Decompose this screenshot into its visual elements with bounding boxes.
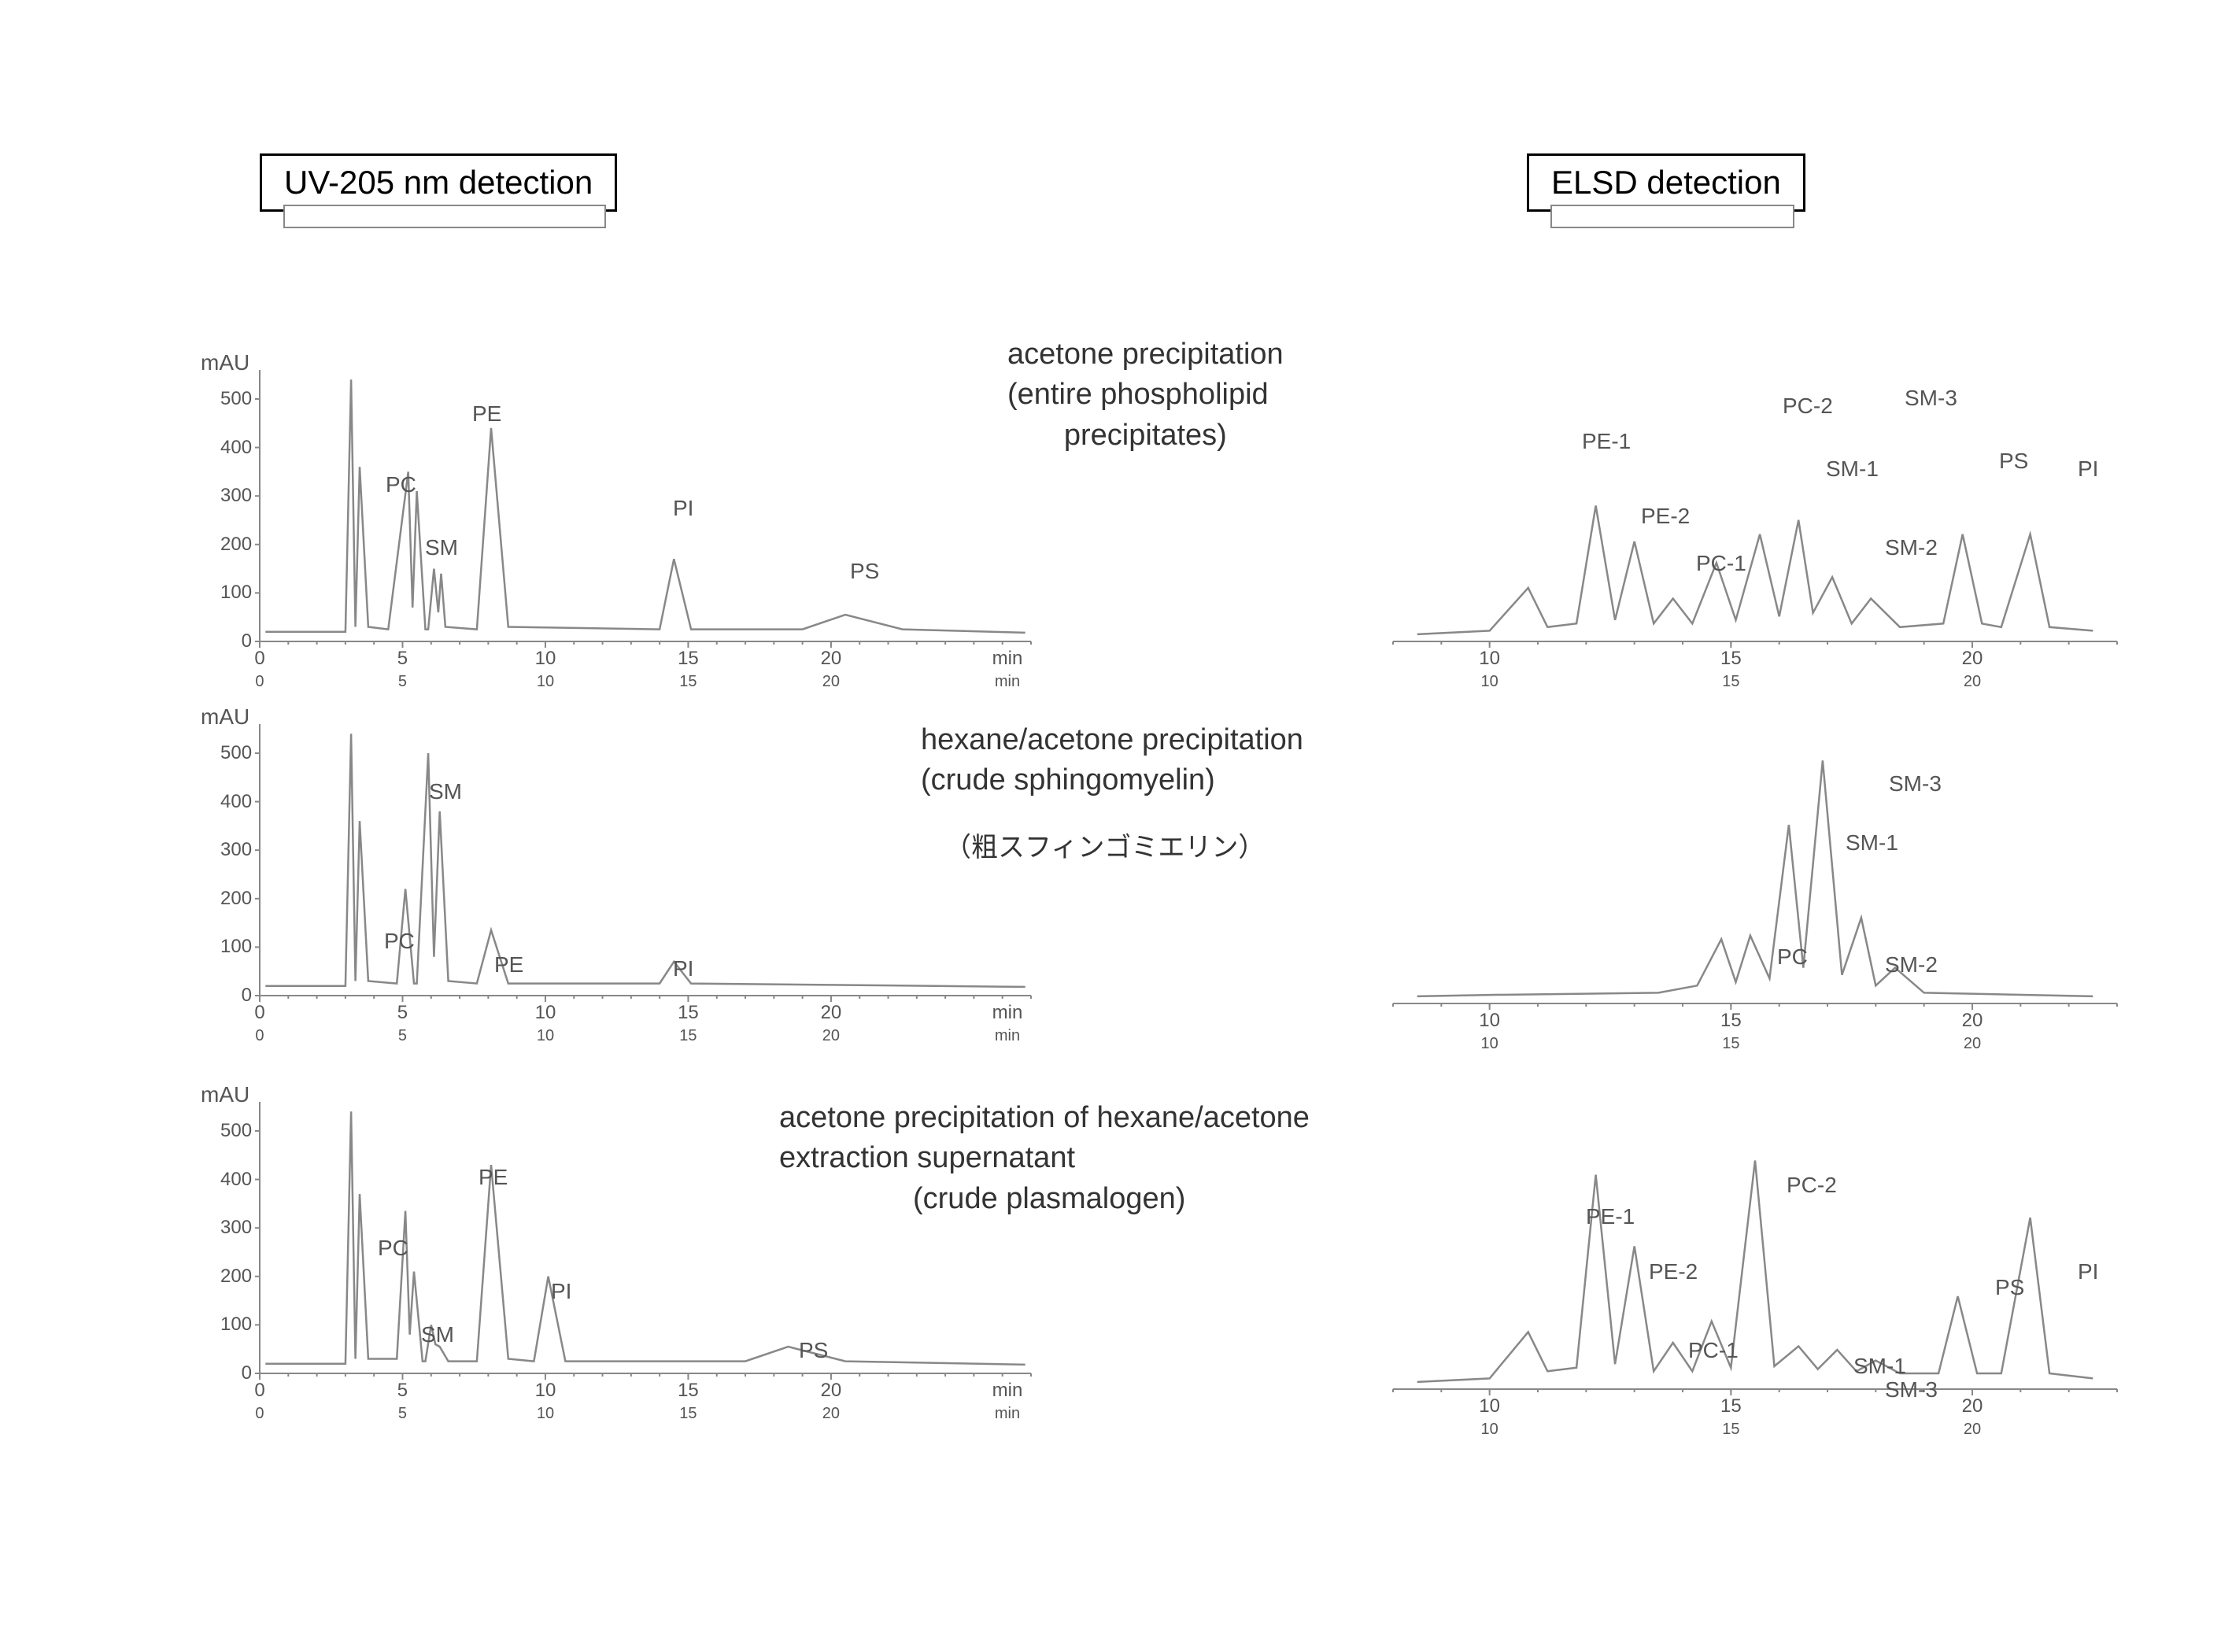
- ytick-label: 100: [220, 582, 252, 604]
- ytick-label: 400: [220, 791, 252, 813]
- ytick-label: 300: [220, 485, 252, 507]
- ytick-label: 200: [220, 1266, 252, 1288]
- peak-label-sm: SM: [425, 535, 458, 560]
- peak-label-pe-1: PE-1: [1582, 429, 1631, 454]
- peak-label-ps: PS: [850, 559, 879, 584]
- peak-label-sm-3: SM-3: [1905, 386, 1957, 411]
- chromatogram-trace: [1417, 1161, 2093, 1382]
- caption-row1-l2: (entire phospholipid: [1007, 375, 1284, 415]
- peak-label-pc-1: PC-1: [1688, 1338, 1739, 1363]
- peak-label-sm: SM: [429, 779, 462, 804]
- elsd-chart-1: [1393, 370, 2117, 685]
- peak-label-pi: PI: [2078, 456, 2098, 482]
- y-axis-label: mAU: [201, 1082, 249, 1107]
- peak-label-pc-1: PC-1: [1696, 551, 1746, 576]
- ytick-label: 200: [220, 888, 252, 910]
- header-right-label: ELSD detection: [1551, 164, 1781, 201]
- uv-chart-3: [260, 1102, 1031, 1417]
- uv-chart-1: [260, 370, 1031, 685]
- ytick-label: 0: [220, 1362, 252, 1384]
- peak-label-pc: PC: [1777, 944, 1808, 970]
- header-left-label: UV-205 nm detection: [284, 164, 593, 201]
- ytick-label: 200: [220, 534, 252, 556]
- chromatogram-trace: [1417, 506, 2093, 634]
- ytick-label: 300: [220, 1217, 252, 1239]
- caption-row1-l1: acetone precipitation: [1007, 334, 1284, 375]
- peak-label-sm-1: SM-1: [1853, 1354, 1906, 1379]
- caption-row1: acetone precipitation (entire phospholip…: [1007, 334, 1284, 456]
- peak-label-sm-2: SM-2: [1885, 535, 1938, 560]
- peak-label-pc-2: PC-2: [1783, 394, 1833, 419]
- peak-label-pe: PE: [472, 401, 501, 427]
- peak-label-pi: PI: [673, 496, 693, 521]
- ytick-label: 100: [220, 1314, 252, 1336]
- ytick-label: 400: [220, 437, 252, 459]
- peak-label-sm-2: SM-2: [1885, 952, 1938, 978]
- ytick-label: 400: [220, 1169, 252, 1191]
- ytick-label: 500: [220, 1120, 252, 1142]
- peak-label-ps: PS: [1995, 1275, 2024, 1300]
- peak-label-sm-1: SM-1: [1846, 830, 1898, 856]
- ytick-label: 500: [220, 742, 252, 764]
- header-right: ELSD detection: [1527, 153, 1805, 212]
- peak-label-pc: PC: [384, 929, 415, 954]
- peak-label-sm-3: SM-3: [1889, 771, 1942, 796]
- chromatogram-trace: [1417, 760, 2093, 996]
- peak-label-pe: PE: [494, 952, 523, 978]
- peak-label-sm-1: SM-1: [1826, 456, 1879, 482]
- header-left-tab: [283, 205, 606, 228]
- y-axis-label: mAU: [201, 704, 249, 730]
- peak-label-pc: PC: [378, 1236, 408, 1261]
- ytick-label: 0: [220, 630, 252, 652]
- header-left: UV-205 nm detection: [260, 153, 617, 212]
- peak-label-pi: PI: [673, 956, 693, 981]
- peak-label-ps: PS: [799, 1338, 828, 1363]
- peak-label-pi: PI: [2078, 1259, 2098, 1284]
- peak-label-pe-2: PE-2: [1649, 1259, 1698, 1284]
- peak-label-pc-2: PC-2: [1787, 1173, 1837, 1198]
- chromatogram-trace: [265, 379, 1025, 633]
- chromatogram-trace: [265, 734, 1025, 987]
- ytick-label: 0: [220, 985, 252, 1007]
- caption-row1-l3: precipitates): [1007, 416, 1284, 456]
- uv-chart-2: [260, 724, 1031, 1039]
- peak-label-sm-3: SM-3: [1885, 1377, 1938, 1403]
- y-axis-label: mAU: [201, 350, 249, 375]
- peak-label-ps: PS: [1999, 449, 2028, 474]
- peak-label-pe-1: PE-1: [1586, 1204, 1635, 1229]
- header-right-tab: [1550, 205, 1794, 228]
- ytick-label: 500: [220, 388, 252, 410]
- peak-label-pi: PI: [551, 1279, 571, 1304]
- peak-label-sm: SM: [421, 1322, 454, 1347]
- elsd-chart-2: [1393, 732, 2117, 1047]
- peak-label-pc: PC: [386, 472, 416, 497]
- peak-label-pe: PE: [479, 1165, 508, 1190]
- ytick-label: 300: [220, 839, 252, 861]
- peak-label-pe-2: PE-2: [1641, 504, 1690, 529]
- ytick-label: 100: [220, 936, 252, 958]
